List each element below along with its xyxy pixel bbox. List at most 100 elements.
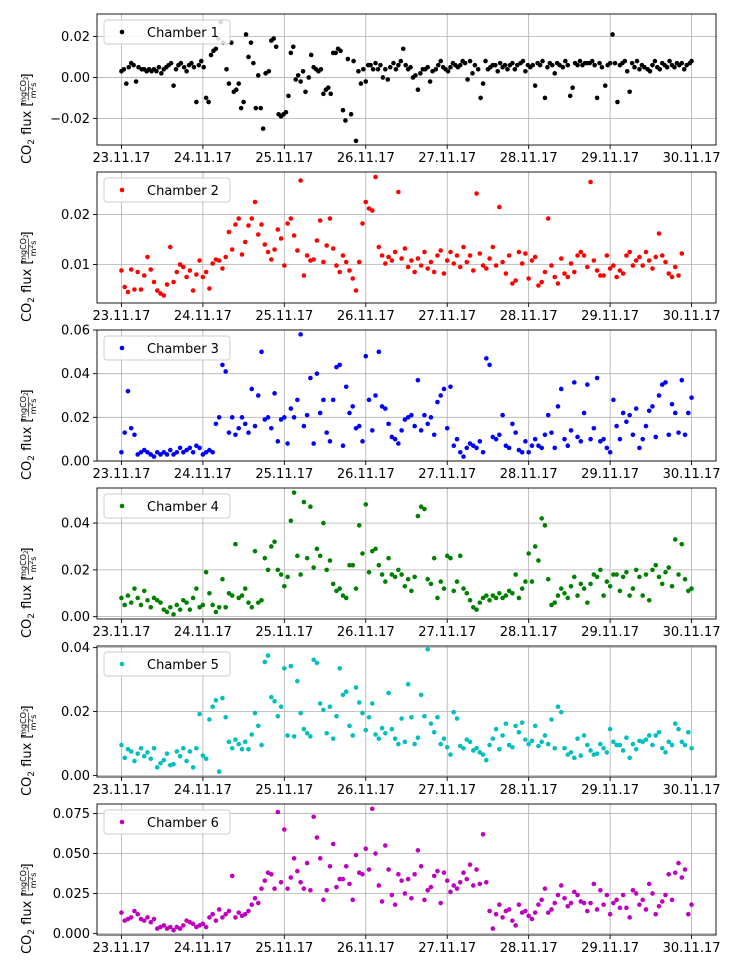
data-point (248, 40, 254, 45)
data-point (532, 436, 538, 442)
data-point (617, 742, 623, 748)
data-point (194, 745, 199, 751)
data-point (191, 64, 197, 70)
data-point (311, 657, 316, 663)
data-point (308, 52, 314, 58)
data-point (500, 733, 505, 738)
axes-frame (96, 803, 717, 936)
data-point (396, 62, 401, 68)
data-point (259, 222, 264, 227)
data-point (470, 443, 476, 449)
data-point (321, 897, 326, 903)
data-point (438, 741, 444, 747)
data-point (497, 590, 502, 596)
data-point (334, 588, 339, 594)
legend-label: Chamber 2 (147, 184, 219, 199)
data-point (249, 902, 255, 907)
data-point (318, 66, 324, 72)
data-point (402, 417, 408, 422)
legend-marker (119, 503, 125, 509)
data-point (327, 704, 333, 710)
data-point (542, 432, 548, 438)
legend-box (103, 335, 231, 361)
data-point (418, 263, 424, 268)
data-point (269, 694, 274, 700)
data-point (353, 425, 359, 431)
x-tick-label: 30.11.17 (663, 467, 721, 482)
data-point (190, 765, 196, 770)
data-point (562, 271, 567, 276)
y-axis-label-denominator: m2s (28, 399, 38, 415)
data-point (122, 284, 127, 290)
data-point (549, 430, 554, 435)
data-point (236, 216, 242, 221)
data-point (229, 593, 235, 598)
data-point (236, 425, 242, 431)
data-point (369, 208, 375, 213)
x-tick-label: 25.11.17 (255, 783, 313, 798)
data-point (216, 415, 222, 420)
data-point (457, 879, 463, 885)
data-point (343, 259, 349, 265)
data-point (682, 576, 688, 582)
data-point (646, 597, 652, 603)
legend: Chamber 6 (103, 809, 231, 835)
y-axis-label-numerator: mgCO2 (19, 234, 30, 263)
data-point (389, 892, 395, 898)
data-point (578, 249, 584, 255)
y-tick-label: 0.00 (61, 769, 90, 784)
data-point (510, 590, 515, 596)
data-point (233, 222, 238, 227)
data-point (324, 567, 329, 573)
data-point (285, 574, 290, 580)
x-tick-label: 23.11.17 (92, 783, 150, 798)
data-point (304, 730, 310, 736)
data-point (650, 266, 655, 271)
data-point (242, 239, 248, 245)
data-point (575, 736, 580, 741)
data-point (402, 739, 408, 745)
data-point (242, 911, 248, 917)
data-point (592, 62, 597, 68)
data-point (425, 646, 430, 652)
data-point (408, 64, 413, 70)
data-point (347, 410, 352, 416)
data-point (523, 737, 528, 742)
data-point (184, 447, 189, 453)
data-point (542, 95, 548, 101)
data-point (220, 266, 225, 271)
data-point (252, 895, 258, 901)
data-point (210, 704, 215, 710)
data-point (184, 69, 189, 74)
data-point (366, 397, 372, 403)
x-tick-label: 29.11.17 (581, 309, 639, 324)
data-point (656, 903, 662, 909)
data-point (298, 879, 303, 885)
data-point (236, 741, 242, 747)
data-point (611, 900, 616, 906)
data-point (220, 362, 225, 368)
data-point (184, 758, 189, 764)
data-point (272, 247, 277, 252)
data-point (549, 263, 554, 268)
data-point (360, 221, 365, 226)
data-point (229, 873, 235, 879)
data-point (252, 710, 258, 716)
data-point (604, 579, 610, 584)
data-point (168, 244, 173, 250)
axes-frame (96, 171, 717, 304)
data-point (347, 268, 352, 273)
y-axis-label-close: ] (20, 863, 35, 868)
data-point (252, 423, 258, 429)
data-point (275, 567, 281, 573)
data-point (530, 62, 536, 68)
data-point (285, 733, 290, 738)
data-point (285, 886, 290, 891)
y-tick-label: 0.00 (61, 71, 90, 86)
data-point (461, 454, 466, 459)
data-point (470, 748, 476, 753)
y-tick-label: 0.02 (61, 30, 90, 45)
data-point (516, 729, 522, 735)
data-point (171, 927, 176, 933)
